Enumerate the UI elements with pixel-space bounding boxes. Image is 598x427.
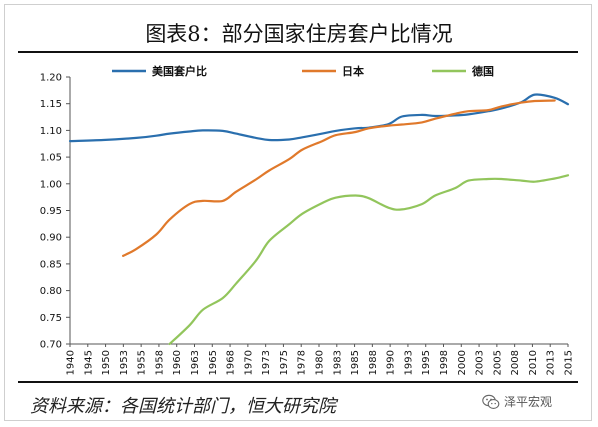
y-tick-label: 0.95 [40, 206, 62, 217]
y-tick-label: 1.10 [40, 126, 62, 137]
legend-label-1: 日本 [342, 64, 364, 78]
x-tick-label: 1968 [226, 350, 237, 375]
y-tick-label: 0.75 [40, 313, 62, 324]
x-tick-label: 2000 [457, 350, 468, 375]
watermark: 泽平宏观 [482, 393, 552, 410]
y-tick-label: 1.00 [40, 179, 62, 190]
x-tick-label: 1950 [101, 350, 112, 375]
y-tick-label: 0.80 [40, 286, 62, 297]
x-tick-label: 2013 [546, 350, 557, 375]
y-tick-label: 0.85 [40, 259, 62, 270]
y-tick-label: 0.90 [40, 233, 62, 244]
x-tick-label: 1958 [154, 350, 165, 375]
x-axis: 1940 1945 1950 1953 1955 1958 1960 1963 1965 1968… [66, 343, 575, 375]
x-tick-label: 1953 [119, 350, 130, 375]
x-tick-label: 1970 [243, 350, 254, 375]
x-tick-label: 1978 [297, 350, 308, 375]
x-tick-label: 1945 [83, 350, 94, 375]
x-tick-label: 1985 [350, 350, 361, 375]
x-tick-label: 1940 [66, 350, 77, 375]
x-tick-label: 1983 [332, 350, 343, 375]
chart-title: 图表8：部分国家住房套户比情况 [145, 22, 453, 46]
y-tick-label: 0.70 [40, 340, 62, 351]
x-tick-label: 1980 [315, 350, 326, 375]
y-tick-label: 1.20 [40, 73, 62, 84]
x-tick-label: 1965 [208, 350, 219, 375]
y-axis: 0.70 0.75 0.80 0.85 0.90 0.95 1.00 1.05 1.10 1.15… [40, 73, 71, 351]
x-tick-label: 1973 [261, 350, 272, 375]
x-tick-label: 1995 [421, 350, 432, 375]
legend-label-2: 德国 [471, 64, 494, 78]
x-tick-label: 2003 [475, 350, 486, 375]
x-tick-label: 1960 [172, 350, 183, 375]
x-tick-label: 1990 [386, 350, 397, 375]
x-tick-label: 1993 [403, 350, 414, 375]
chart-frame [4, 4, 592, 421]
series-line-1 [122, 99, 556, 257]
bottom-divider [18, 381, 578, 383]
watermark-text: 泽平宏观 [504, 395, 553, 409]
x-tick-label: 2008 [510, 350, 521, 375]
x-tick-label: 1975 [279, 350, 290, 375]
series-line-2 [168, 174, 570, 346]
x-tick-label: 2010 [528, 350, 539, 375]
x-tick-label: 1998 [439, 350, 450, 375]
series-layer [68, 93, 570, 346]
wechat-icon [482, 394, 500, 409]
source-note: 资料来源：各国统计部门，恒大研究院 [30, 396, 336, 417]
x-tick-label: 1955 [137, 350, 148, 375]
series-line-0 [68, 93, 570, 143]
x-tick-label: 2005 [492, 350, 503, 375]
title-divider [18, 51, 578, 53]
x-tick-label: 2015 [564, 350, 575, 375]
x-tick-label: 1988 [368, 350, 379, 375]
y-tick-label: 1.05 [40, 153, 62, 164]
legend-label-0: 美国套户比 [152, 64, 207, 78]
y-tick-label: 1.15 [40, 99, 62, 110]
x-tick-label: 1963 [190, 350, 201, 375]
legend: 美国套户比 日本 德国 [112, 64, 494, 78]
